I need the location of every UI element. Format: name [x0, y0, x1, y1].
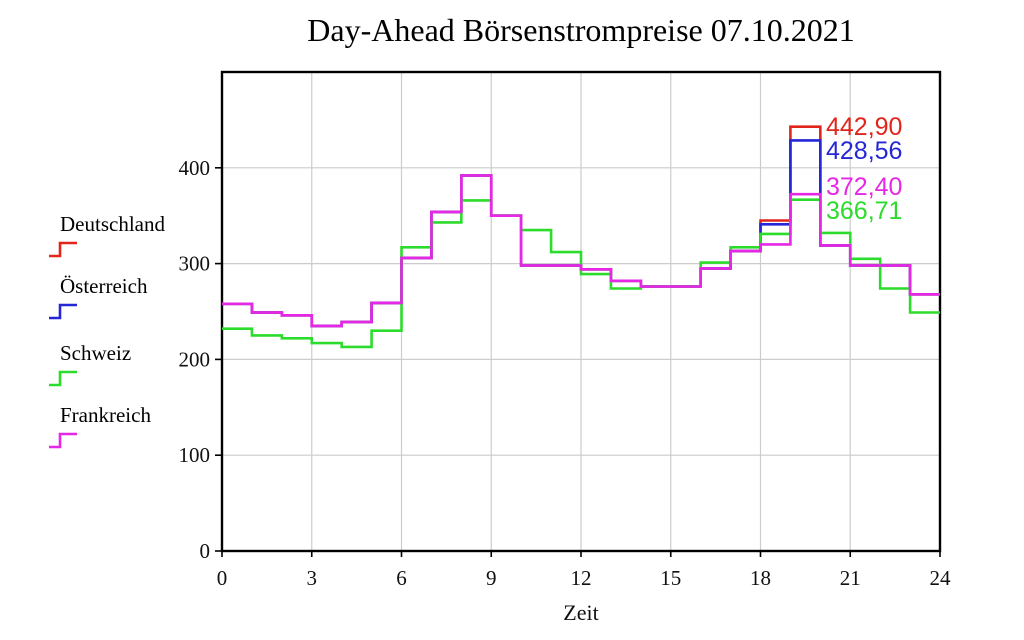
peak-value-label-schweiz: 366,71 [826, 197, 902, 225]
x-axis-tick-label: 6 [396, 566, 407, 590]
y-axis-tick-label: 400 [179, 156, 211, 180]
legend-step-glyph [49, 370, 77, 387]
legend-item-frankreich: Frankreich [46, 402, 151, 451]
legend-glyph-line-frankreich [49, 432, 77, 449]
legend-glyph-line-oesterreich [49, 303, 77, 320]
peak-value-label-oesterreich: 428,56 [826, 137, 902, 165]
chart-title: Day-Ahead Börsenstrompreise 07.10.2021 [307, 12, 855, 48]
y-axis-tick-label: 300 [179, 252, 211, 276]
x-axis-label: Zeit [563, 600, 598, 625]
x-axis-tick-label: 0 [217, 566, 228, 590]
legend-glyph-line-schweiz [49, 370, 77, 387]
legend-item-deutschland: Deutschland [46, 211, 165, 260]
x-axis-tick-label: 24 [930, 566, 952, 590]
x-axis-tick-label: 15 [660, 566, 681, 590]
legend-item-oesterreich: Österreich [46, 273, 147, 322]
peak-value-label-frankreich: 372,40 [826, 173, 902, 201]
peak-value-label-deutschland: 442,90 [826, 113, 902, 141]
legend-label-deutschland: Deutschland [60, 212, 165, 236]
legend-step-glyph [49, 241, 77, 258]
legend-step-glyph [49, 303, 77, 320]
legend-label-oesterreich: Österreich [60, 274, 148, 298]
series-line-frankreich [222, 174, 940, 328]
legend-glyph-line-deutschland [49, 241, 77, 258]
x-axis-tick-label: 9 [486, 566, 497, 590]
x-axis-tick-label: 18 [750, 566, 771, 590]
x-axis-tick-label: 3 [307, 566, 318, 590]
legend-label-frankreich: Frankreich [60, 403, 151, 427]
x-axis-tick-label: 21 [840, 566, 861, 590]
legend-label-schweiz: Schweiz [60, 341, 132, 365]
legend-item-schweiz: Schweiz [46, 340, 131, 389]
y-axis-tick-label: 100 [179, 443, 211, 467]
y-axis-tick-label: 0 [200, 539, 211, 563]
x-axis-tick-label: 12 [571, 566, 592, 590]
legend-step-glyph [49, 432, 77, 449]
y-axis-tick-label: 200 [179, 347, 211, 371]
